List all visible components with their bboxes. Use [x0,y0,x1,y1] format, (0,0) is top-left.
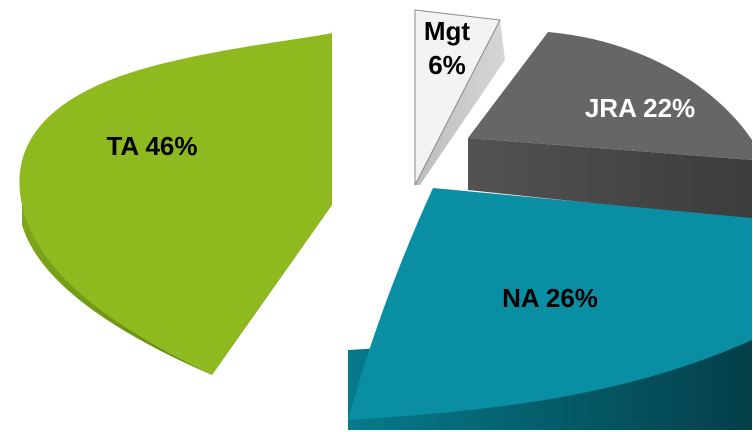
pie-slice-mgt-top [414,9,501,186]
data-label-mgt-line-0: Mgt [424,16,471,46]
pie-slice-na-top [348,188,752,420]
pie-slice-jra [468,32,752,220]
data-label-ta: TA 46% [106,131,197,161]
data-label-jra: JRA 22% [585,93,695,123]
pie-slice-jra-side-0 [468,138,752,220]
data-label-mgt-line-1: 6% [428,50,466,80]
data-label-na: NA 26% [502,283,598,313]
pie-slice-ta [19,33,333,375]
pie-slice-mgt [414,9,505,186]
pie-slice-mgt-side-0 [415,20,505,185]
pie-slice-na [348,188,752,430]
slices-layer [19,9,752,430]
pie-slice-ta-top [19,33,333,375]
pie-slice-jra-top [468,32,752,160]
labels-layer: JRA 22% NA 26% TA 46% Mgt 6% [106,16,695,313]
